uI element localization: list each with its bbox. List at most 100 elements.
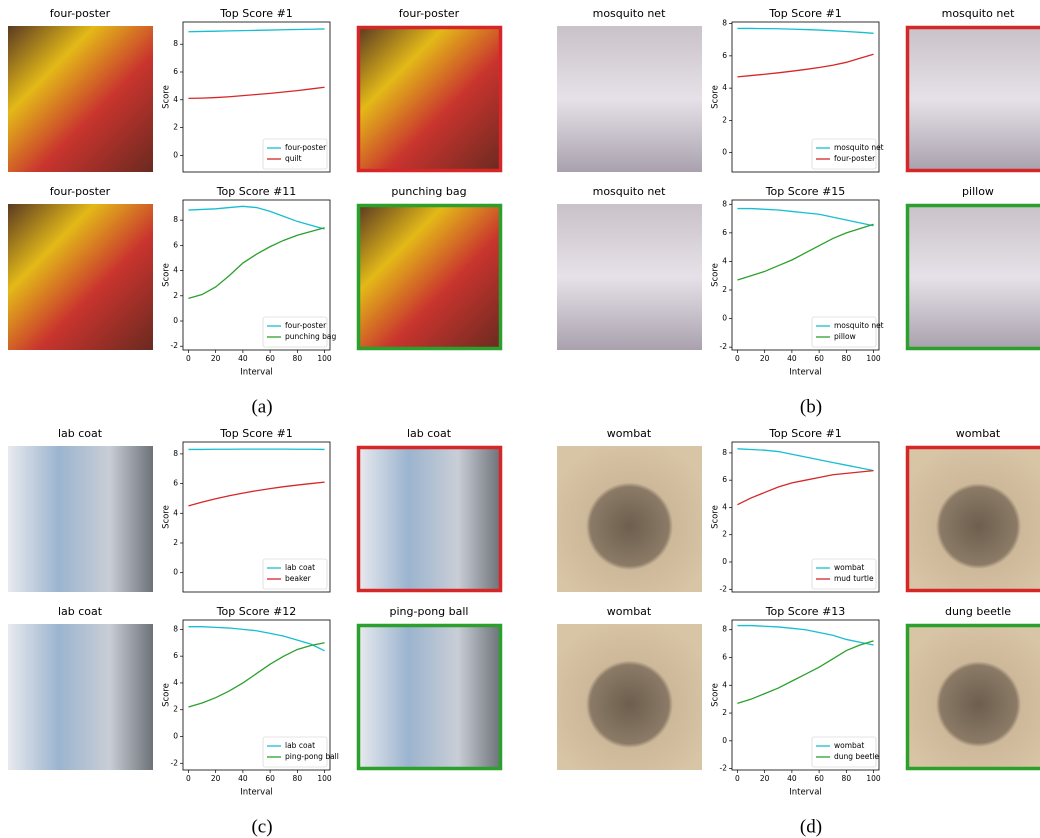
y-tick-label: 0	[722, 148, 727, 157]
y-tick-label: -2	[171, 341, 179, 350]
y-tick-label: 8	[722, 448, 727, 457]
x-tick-label: 0	[735, 354, 740, 363]
input-image	[8, 624, 153, 770]
y-tick-label: 4	[722, 256, 727, 265]
legend-box	[811, 138, 877, 170]
image-title: wombat	[956, 427, 1001, 440]
x-axis-label: Interval	[240, 788, 273, 798]
x-tick-label: 100	[317, 354, 332, 363]
y-axis-label: Score	[162, 263, 172, 287]
chart-title: Top Score #1	[768, 7, 842, 20]
legend-label: beaker	[285, 574, 312, 583]
y-axis-label: Score	[162, 683, 172, 707]
plot-frame	[731, 441, 880, 593]
y-tick-label: 8	[173, 624, 178, 633]
legend-box	[262, 138, 328, 170]
x-axis-label: Interval	[789, 368, 822, 378]
x-axis-label: Interval	[789, 788, 822, 798]
y-axis-label: Score	[162, 505, 172, 529]
y-tick-label: 4	[173, 678, 178, 687]
image-title: ping-pong ball	[390, 605, 469, 618]
panel-label: (b)	[800, 396, 822, 417]
legend-label: four-poster	[285, 321, 327, 330]
series-line	[188, 86, 325, 100]
y-tick-label: -2	[720, 342, 728, 351]
x-tick-label: 60	[265, 354, 275, 363]
chart-title: Top Score #11	[216, 185, 297, 198]
y-tick-label: 0	[722, 736, 727, 745]
series-line	[737, 27, 874, 34]
chart-title: Top Score #15	[765, 185, 846, 198]
output-image	[356, 25, 503, 173]
y-tick-label: 2	[173, 291, 178, 300]
legend-label: mosquito net	[834, 321, 884, 330]
legend-box	[811, 736, 877, 768]
y-tick-label: 4	[173, 508, 178, 517]
x-tick-label: 80	[293, 774, 303, 783]
series-line	[737, 223, 874, 281]
y-axis-label: Score	[162, 85, 172, 109]
chart-title: Top Score #12	[216, 605, 297, 618]
y-tick-label: 2	[173, 705, 178, 714]
series-line	[737, 53, 874, 78]
series-line	[737, 469, 874, 506]
legend-label: wombat	[834, 563, 864, 572]
y-axis-label: Score	[711, 505, 721, 529]
series-line	[188, 28, 325, 33]
x-tick-label: 60	[814, 774, 824, 783]
y-tick-label: 8	[173, 215, 178, 224]
y-tick-label: -2	[720, 764, 728, 773]
plot-frame	[731, 619, 880, 771]
image-title: dung beetle	[945, 605, 1011, 618]
legend-box	[262, 558, 328, 590]
legend-label: four-poster	[285, 143, 327, 152]
x-tick-label: 40	[787, 774, 797, 783]
legend-label: lab coat	[285, 741, 315, 750]
legend-label: mud turtle	[834, 574, 874, 583]
y-tick-label: 6	[722, 51, 727, 60]
image-title: four-poster	[50, 7, 111, 20]
panel-label: (c)	[251, 816, 272, 837]
legend-label: pillow	[834, 332, 856, 341]
output-image	[905, 623, 1040, 771]
x-tick-label: 20	[760, 774, 770, 783]
x-tick-label: 80	[842, 354, 852, 363]
x-tick-label: 0	[186, 354, 191, 363]
y-tick-label: 0	[173, 150, 178, 159]
legend-label: quilt	[285, 154, 302, 163]
legend-label: punching bag	[285, 332, 336, 341]
y-tick-label: 2	[722, 285, 727, 294]
y-tick-label: 4	[173, 95, 178, 104]
y-tick-label: -2	[720, 584, 728, 593]
x-tick-label: 80	[842, 774, 852, 783]
y-axis-label: Score	[711, 263, 721, 287]
image-title: lab coat	[407, 427, 452, 440]
x-tick-label: 0	[735, 774, 740, 783]
y-tick-label: 6	[173, 479, 178, 488]
x-tick-label: 40	[238, 354, 248, 363]
input-image	[8, 26, 153, 172]
plot-frame	[182, 21, 331, 173]
image-title: mosquito net	[942, 7, 1015, 20]
input-image	[8, 204, 153, 350]
image-title: wombat	[607, 427, 652, 440]
y-tick-label: 8	[722, 199, 727, 208]
plot-frame	[182, 441, 331, 593]
legend-box	[811, 316, 877, 348]
image-title: mosquito net	[593, 7, 666, 20]
output-image	[356, 623, 503, 771]
y-tick-label: 2	[173, 123, 178, 132]
image-title: pillow	[962, 185, 994, 198]
y-tick-label: 4	[722, 680, 727, 689]
legend-box	[811, 558, 877, 590]
series-line	[188, 481, 325, 507]
chart-title: Top Score #1	[219, 427, 293, 440]
chart-title: Top Score #1	[768, 427, 842, 440]
y-tick-label: 8	[173, 39, 178, 48]
y-axis-label: Score	[711, 683, 721, 707]
plot-frame	[182, 199, 331, 351]
series-line	[188, 205, 325, 230]
y-tick-label: 2	[173, 538, 178, 547]
y-tick-label: 2	[722, 115, 727, 124]
